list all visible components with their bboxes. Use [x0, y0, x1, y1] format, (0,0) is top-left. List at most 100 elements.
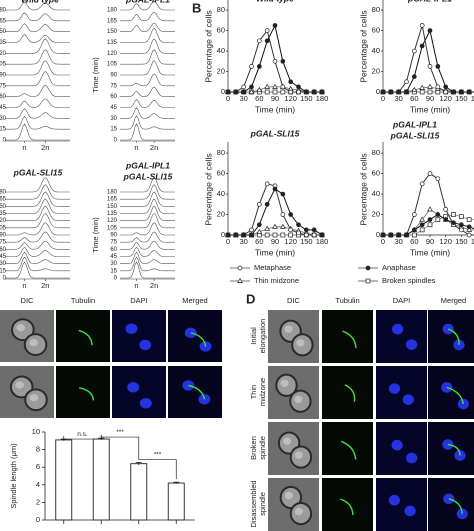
data-point	[311, 227, 317, 233]
error-bar	[173, 481, 180, 484]
data-point	[396, 89, 402, 95]
y-tick-label: 40	[217, 189, 225, 198]
micrograph	[376, 366, 427, 419]
histogram-curve	[5, 49, 70, 65]
data-point	[256, 222, 262, 228]
data-point	[443, 84, 449, 90]
spindle	[190, 332, 207, 347]
data-point	[272, 58, 278, 64]
histogram-curve	[5, 231, 70, 243]
y-tick-label: 6	[36, 462, 40, 471]
image-frame	[112, 366, 166, 418]
x-tick-label: 120	[439, 94, 452, 103]
x-tick-label: 0	[381, 94, 385, 103]
x-tick-label: 120	[284, 237, 297, 246]
nucleus	[184, 327, 197, 339]
y-tick-label: 15	[0, 127, 7, 133]
data-point	[233, 89, 239, 95]
data-point	[279, 223, 286, 229]
data-point	[264, 83, 271, 89]
row-label: spindle	[258, 436, 267, 460]
data-point	[427, 222, 433, 228]
y-tick-label: 80	[372, 5, 380, 14]
data-point	[296, 89, 301, 95]
y-tick-label: 150	[107, 29, 118, 35]
data-point	[443, 207, 449, 212]
y-tick-label: 180	[0, 190, 7, 196]
y-tick-label: 15	[110, 268, 117, 274]
y-tick-label: 10	[32, 427, 40, 436]
spindle	[448, 498, 463, 514]
x-axis-label: Time (min)	[410, 104, 450, 114]
y-tick-label: 135	[107, 211, 118, 217]
data-point	[303, 227, 309, 233]
x-tick-label: 150	[300, 237, 313, 246]
data-point	[458, 89, 464, 95]
row-label: Broken	[249, 436, 258, 460]
cell-highlight	[294, 395, 303, 403]
y-tick-label: 60	[372, 26, 380, 35]
data-point	[419, 227, 425, 233]
column-header: DAPI	[393, 296, 411, 305]
histogram-curve	[120, 205, 175, 221]
histogram-curve	[120, 123, 175, 141]
histogram-curve	[120, 251, 175, 264]
y-tick-label: 40	[372, 46, 380, 55]
histogram-curve	[5, 60, 70, 76]
data-point	[466, 224, 472, 230]
x-axis-label: Time (min)	[255, 247, 295, 257]
data-point	[411, 212, 417, 217]
data-point	[225, 232, 231, 238]
chart-title: pGAL-SLI15	[250, 128, 300, 138]
data-point	[311, 89, 317, 95]
y-tick-label: 0	[221, 230, 225, 239]
data-point	[311, 232, 317, 238]
data-point	[249, 227, 254, 233]
cell-highlight	[29, 338, 38, 347]
data-point	[419, 216, 426, 222]
micrograph	[0, 310, 54, 362]
y-tick-label: 135	[0, 211, 7, 217]
significance-label: n.s.	[77, 431, 88, 438]
spindle	[344, 384, 356, 402]
data-point	[249, 64, 254, 69]
data-point	[241, 89, 247, 95]
data-point	[427, 206, 433, 212]
x-tick-label: 0	[226, 237, 230, 246]
row-label: elongation	[258, 319, 267, 354]
legend-marker	[237, 265, 243, 271]
y-tick-label: 120	[107, 51, 118, 57]
bar	[130, 463, 148, 521]
y-tick-label: 80	[217, 5, 225, 14]
x-label: 2n	[41, 281, 49, 290]
y-tick-label: 45	[110, 254, 117, 260]
y-tick-label: 105	[107, 62, 118, 68]
micrograph	[268, 478, 319, 531]
y-axis-label: Percentage of cells	[358, 10, 368, 82]
row-label: Disassembled	[249, 480, 258, 527]
data-point	[458, 214, 464, 219]
micrograph	[112, 310, 166, 362]
x-tick-label: 30	[239, 94, 247, 103]
histogram-curve	[5, 205, 70, 221]
nucleus	[453, 339, 465, 351]
y-tick-label: 60	[0, 94, 7, 100]
y-tick-label: 30	[0, 116, 7, 122]
micrograph	[168, 366, 222, 418]
y-tick-label: 165	[0, 197, 7, 203]
histogram-curve	[120, 256, 175, 272]
histogram-curve	[5, 34, 70, 43]
data-point	[419, 84, 426, 90]
panel-label: B	[192, 0, 201, 15]
histogram-curve	[5, 213, 70, 229]
data-point	[404, 232, 409, 238]
micrograph	[428, 422, 474, 475]
histogram-curve	[5, 123, 70, 141]
data-point	[466, 217, 472, 222]
y-tick-label: 75	[110, 240, 117, 246]
y-tick-label: 150	[0, 29, 7, 35]
data-point	[388, 232, 394, 238]
histogram-curve	[120, 246, 175, 257]
data-point	[319, 232, 325, 238]
bar	[92, 438, 110, 521]
